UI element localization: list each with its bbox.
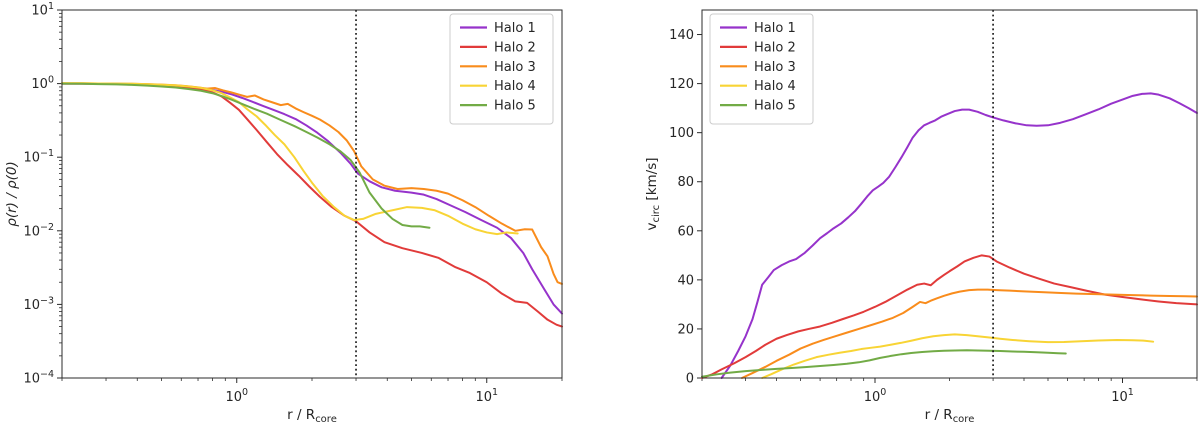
legend: Halo 1 Halo 2 Halo 3 Halo 4 Halo 5 [449, 13, 554, 125]
y-tick-label: 120 [669, 77, 694, 92]
y-tick-label: 60 [677, 224, 694, 239]
series-halo-4 [61, 82, 519, 236]
y-tick-label: 40 [677, 273, 694, 288]
legend-label: Halo 3 [494, 60, 536, 75]
x-tick-label: 101 [475, 387, 498, 405]
legend-box [709, 13, 814, 125]
legend-label: Halo 2 [754, 40, 796, 55]
y-tick-label: 10−2 [23, 222, 54, 240]
series-halo-5 [701, 349, 1067, 378]
series-lines [701, 92, 1198, 379]
legend-label: Halo 5 [754, 99, 796, 114]
y-tick-label: 140 [669, 28, 694, 43]
x-axis-title: r / Rcore [287, 407, 337, 425]
y-tick-label: 0 [686, 372, 694, 387]
legend-label: Halo 1 [754, 21, 796, 36]
legend-label: Halo 2 [494, 40, 536, 55]
y-axis: 0 20 40 60 80 100 120 140 [669, 28, 702, 387]
y-tick-label: 101 [31, 1, 54, 19]
y-tick-label: 80 [677, 175, 694, 190]
series-lines [61, 82, 563, 328]
legend: Halo 1 Halo 2 Halo 3 Halo 4 Halo 5 [709, 13, 814, 125]
y-tick-label: 10−4 [23, 369, 54, 387]
legend-label: Halo 4 [494, 79, 536, 94]
x-axis: 100 101 [61, 378, 563, 405]
legend-box [449, 13, 554, 125]
plot-frame [701, 9, 1198, 379]
legend-label: Halo 3 [754, 60, 796, 75]
x-axis: 100 101 [701, 378, 1198, 405]
density-profile-plot: 100 101 10−4 10−3 10−2 10−1 100 101 r / Rcore ρ(r… [4, 1, 563, 425]
circular-velocity-plot: 100 101 0 20 40 60 80 100 120 140 r / Rcore vcirc [… [644, 9, 1198, 425]
x-axis-title: r / Rcore [925, 407, 975, 425]
y-tick-label: 10−1 [23, 148, 54, 166]
series-halo-3 [740, 288, 1198, 379]
y-tick-label: 100 [669, 126, 694, 141]
series-halo-4 [761, 333, 1155, 379]
y-axis: 10−4 10−3 10−2 10−1 100 101 [23, 1, 62, 387]
y-tick-label: 20 [677, 322, 694, 337]
series-halo-1 [720, 92, 1198, 379]
y-tick-label: 100 [31, 75, 54, 93]
legend-label: Halo 5 [494, 99, 536, 114]
series-halo-5 [61, 82, 431, 229]
y-axis-title: ρ(r) / ρ(0) [4, 161, 20, 226]
y-axis-title: vcirc [km/s] [644, 157, 662, 230]
legend-label: Halo 4 [754, 79, 796, 94]
series-halo-2 [701, 254, 1198, 379]
plot-frame [61, 9, 563, 379]
y-tick-label: 10−3 [23, 295, 54, 313]
x-tick-label: 101 [1111, 387, 1134, 405]
x-tick-label: 100 [225, 387, 248, 405]
legend-label: Halo 1 [494, 21, 536, 36]
x-tick-label: 100 [864, 387, 887, 405]
